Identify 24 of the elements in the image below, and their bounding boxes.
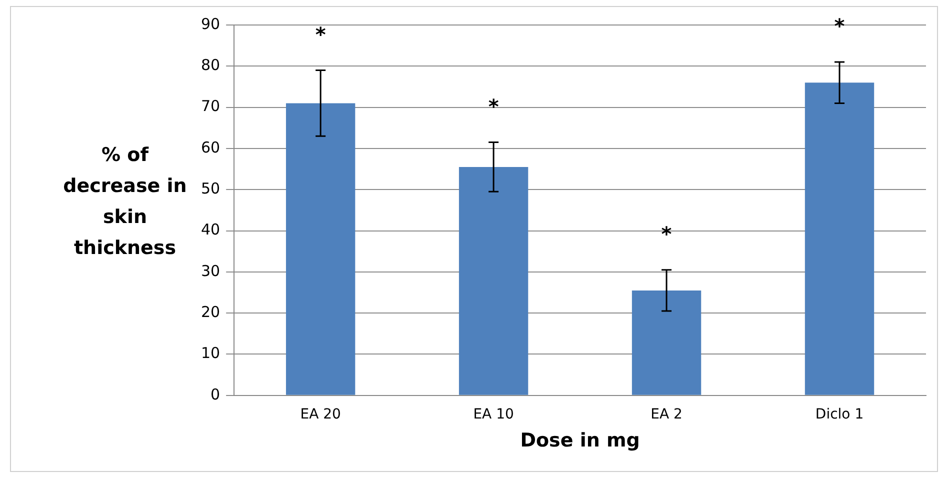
y-tick-label: 30 — [200, 262, 220, 280]
y-tick-label: 20 — [200, 302, 220, 321]
bar — [632, 290, 702, 395]
y-tick-label: 90 — [200, 14, 220, 33]
bar — [804, 82, 874, 395]
y-tick-label: 10 — [200, 344, 220, 362]
y-axis-title: % of decrease in skin thickness — [62, 143, 188, 261]
bar — [286, 103, 356, 395]
annotation: * — [661, 222, 672, 246]
annotation: * — [315, 22, 326, 46]
x-tick-label: Diclo 1 — [815, 406, 864, 422]
bar — [458, 166, 528, 395]
x-tick-label: EA 10 — [473, 406, 514, 422]
annotation: * — [488, 94, 500, 118]
y-tick-label: 60 — [200, 138, 220, 156]
x-tick-label: EA 20 — [300, 406, 341, 422]
y-tick-label: 50 — [200, 180, 220, 198]
y-tick-label: 0 — [210, 385, 220, 404]
x-tick-label: EA 2 — [650, 406, 682, 422]
y-tick-label: 70 — [200, 97, 220, 116]
annotation: * — [834, 14, 846, 38]
y-tick-label: 40 — [200, 220, 220, 239]
y-tick-label: 80 — [200, 56, 220, 74]
x-axis-title: Dose in mg — [520, 430, 640, 452]
